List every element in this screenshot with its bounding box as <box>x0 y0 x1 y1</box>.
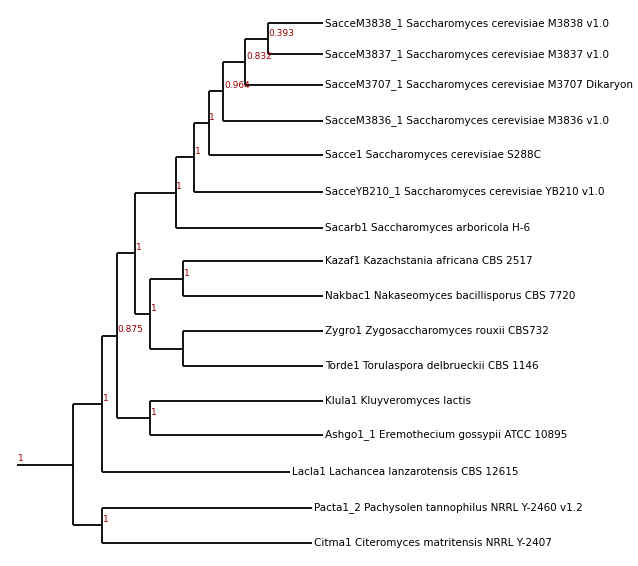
Text: 1: 1 <box>18 454 24 464</box>
Text: Citma1 Citeromyces matritensis NRRL Y-2407: Citma1 Citeromyces matritensis NRRL Y-24… <box>314 538 552 548</box>
Text: Nakbac1 Nakaseomyces bacillisporus CBS 7720: Nakbac1 Nakaseomyces bacillisporus CBS 7… <box>325 291 575 301</box>
Text: 1: 1 <box>176 182 182 191</box>
Text: 0.393: 0.393 <box>268 29 294 37</box>
Text: Kazaf1 Kazachstania africana CBS 2517: Kazaf1 Kazachstania africana CBS 2517 <box>325 256 533 267</box>
Text: 0.875: 0.875 <box>117 325 144 335</box>
Text: Lacla1 Lachancea lanzarotensis CBS 12615: Lacla1 Lachancea lanzarotensis CBS 12615 <box>292 467 518 477</box>
Text: Sacarb1 Saccharomyces arboricola H-6: Sacarb1 Saccharomyces arboricola H-6 <box>325 223 530 233</box>
Text: SacceM3836_1 Saccharomyces cerevisiae M3836 v1.0: SacceM3836_1 Saccharomyces cerevisiae M3… <box>325 115 609 126</box>
Text: Pacta1_2 Pachysolen tannophilus NRRL Y-2460 v1.2: Pacta1_2 Pachysolen tannophilus NRRL Y-2… <box>314 503 582 513</box>
Text: 1: 1 <box>195 147 200 156</box>
Text: 1: 1 <box>136 243 142 252</box>
Text: 1: 1 <box>103 515 108 524</box>
Text: SacceYB210_1 Saccharomyces cerevisiae YB210 v1.0: SacceYB210_1 Saccharomyces cerevisiae YB… <box>325 186 604 197</box>
Text: 0.832: 0.832 <box>246 52 272 61</box>
Text: Sacce1 Saccharomyces cerevisiae S288C: Sacce1 Saccharomyces cerevisiae S288C <box>325 149 541 160</box>
Text: SacceM3837_1 Saccharomyces cerevisiae M3837 v1.0: SacceM3837_1 Saccharomyces cerevisiae M3… <box>325 49 609 60</box>
Text: Ashgo1_1 Eremothecium gossypii ATCC 10895: Ashgo1_1 Eremothecium gossypii ATCC 1089… <box>325 429 567 440</box>
Text: 1: 1 <box>151 303 156 312</box>
Text: Zygro1 Zygosaccharomyces rouxii CBS732: Zygro1 Zygosaccharomyces rouxii CBS732 <box>325 326 549 336</box>
Text: 1: 1 <box>103 393 108 402</box>
Text: SacceM3838_1 Saccharomyces cerevisiae M3838 v1.0: SacceM3838_1 Saccharomyces cerevisiae M3… <box>325 18 609 28</box>
Text: 1: 1 <box>209 113 215 122</box>
Text: Klula1 Kluyveromyces lactis: Klula1 Kluyveromyces lactis <box>325 396 471 406</box>
Text: 1: 1 <box>151 408 156 417</box>
Text: Torde1 Torulaspora delbrueckii CBS 1146: Torde1 Torulaspora delbrueckii CBS 1146 <box>325 361 538 371</box>
Text: SacceM3707_1 Saccharomyces cerevisiae M3707 Dikaryon: SacceM3707_1 Saccharomyces cerevisiae M3… <box>325 79 633 90</box>
Text: 0.964: 0.964 <box>224 81 250 90</box>
Text: 1: 1 <box>184 269 189 278</box>
